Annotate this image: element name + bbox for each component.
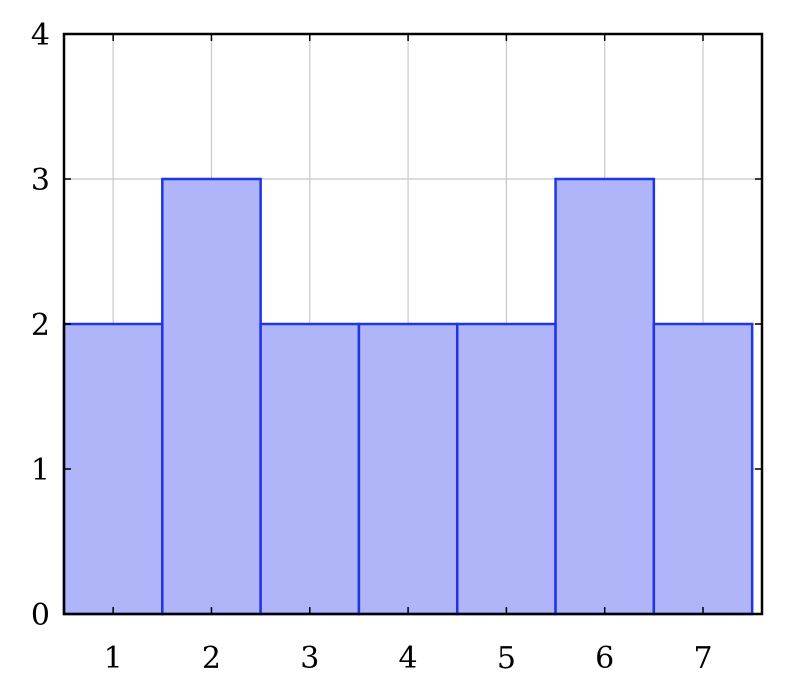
bar-2	[161, 177, 262, 616]
y-tick-label-1: 1	[31, 453, 50, 488]
x-tick-label-4: 4	[399, 641, 418, 676]
bar-5	[455, 322, 557, 616]
x-tick-label-7: 7	[693, 641, 712, 676]
bar-7	[652, 322, 754, 616]
y-axis-ticks: 0 1 2 3 4	[31, 18, 762, 633]
y-tick-label-3: 3	[31, 163, 50, 198]
x-axis-ticks: 1 2 3 4 5 6 7	[104, 34, 713, 676]
x-tick-label-2: 2	[202, 641, 221, 676]
bar-6	[554, 177, 656, 616]
x-tick-label-5: 5	[497, 641, 516, 676]
bar-1	[62, 322, 164, 616]
y-tick-label-0: 0	[31, 598, 50, 633]
x-tick-label-1: 1	[104, 641, 123, 676]
bar-4	[357, 322, 459, 616]
y-tick-label-2: 2	[31, 308, 50, 343]
x-tick-label-6: 6	[595, 641, 614, 676]
y-tick-label-4: 4	[31, 18, 50, 53]
x-tick-label-3: 3	[300, 641, 319, 676]
bar-3	[259, 322, 361, 616]
